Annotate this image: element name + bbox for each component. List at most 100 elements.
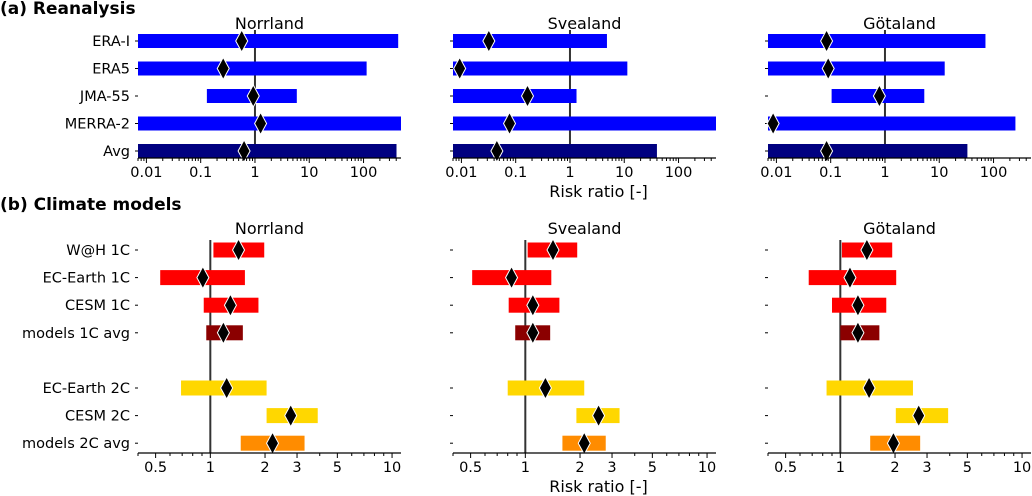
x-tick-label: 2 <box>575 460 584 476</box>
range-bar <box>138 34 399 48</box>
x-tick-label: 3 <box>607 460 616 476</box>
range-bar <box>453 61 628 76</box>
range-bar <box>768 61 945 76</box>
best-estimate-marker <box>820 28 834 54</box>
x-tick-label: 10 <box>383 460 401 476</box>
x-tick-label: 100 <box>350 165 378 181</box>
range-bar <box>138 144 397 158</box>
best-estimate-marker <box>490 138 504 164</box>
x-tick-label: 100 <box>665 165 693 181</box>
y-tick-label: EC-Earth 2C <box>43 381 130 397</box>
best-estimate-marker <box>843 265 857 290</box>
best-estimate-marker <box>220 375 234 401</box>
y-tick-label: CESM 1C <box>65 298 130 314</box>
y-tick-label: ERA5 <box>92 62 130 78</box>
y-tick-label: MERRA-2 <box>65 117 130 133</box>
x-tick-label: 1 <box>565 165 574 181</box>
best-estimate-marker <box>237 138 251 164</box>
best-estimate-marker <box>504 265 519 290</box>
range-bar <box>138 116 401 131</box>
panel-götaland: Götaland 0.01 0.1 1 10 100 <box>760 14 1031 181</box>
panel-svealand: Svealand 0.5 1 2 3 5 10 Risk ratio [-] <box>450 219 716 496</box>
panel-title: Götaland <box>863 14 936 33</box>
best-estimate-marker <box>526 320 540 345</box>
best-estimate-marker <box>235 28 249 54</box>
y-tick-label: JMA-55 <box>79 89 130 105</box>
panel-götaland: Götaland 0.5 1 2 3 5 10 <box>765 219 1031 476</box>
best-estimate-marker <box>851 293 865 318</box>
x-tick-label: 10 <box>1013 460 1031 476</box>
best-estimate-marker <box>196 265 210 290</box>
best-estimate-marker <box>886 431 901 456</box>
panel-norrland: Norrland W@H 1C EC-Earth 1C CESM 1C models 1… <box>22 219 401 476</box>
x-tick-label: 0.5 <box>459 460 482 476</box>
x-tick-label: 0.01 <box>130 165 162 181</box>
x-tick-label: 10 <box>615 165 633 181</box>
panel-title: Götaland <box>863 219 936 238</box>
x-axis-label: Risk ratio [-] <box>549 477 647 496</box>
x-tick-label: 2 <box>260 460 269 476</box>
x-tick-label: 10 <box>300 165 318 181</box>
y-tick-label: models 1C avg <box>22 326 130 342</box>
x-tick-label: 1 <box>206 460 215 476</box>
x-tick-label: 100 <box>980 165 1008 181</box>
best-estimate-marker <box>482 28 496 54</box>
best-estimate-marker <box>820 138 834 164</box>
y-tick-label: Avg <box>103 144 130 160</box>
y-tick-label: ERA-I <box>92 34 130 50</box>
y-tick-label: CESM 2C <box>65 409 130 425</box>
x-tick-label: 3 <box>292 460 301 476</box>
panel-title: Svealand <box>548 14 622 33</box>
x-tick-label: 0.5 <box>144 460 167 476</box>
y-tick-label: W@H 1C <box>66 243 130 259</box>
y-tick-label: models 2C avg <box>22 436 130 452</box>
best-estimate-marker <box>254 111 268 136</box>
best-estimate-marker <box>851 320 865 345</box>
x-tick-label: 0.1 <box>189 165 212 181</box>
x-tick-label: 5 <box>963 460 972 476</box>
panel-title: Norrland <box>235 14 304 33</box>
best-estimate-marker <box>577 431 591 456</box>
best-estimate-marker <box>216 56 230 81</box>
x-tick-label: 0.01 <box>760 165 792 181</box>
panel-svealand: Svealand 0.01 0.1 1 10 100 Risk ratio [-] <box>445 14 716 201</box>
x-tick-label: 1 <box>250 165 259 181</box>
x-tick-label: 10 <box>930 165 948 181</box>
y-tick-label: EC-Earth 1C <box>43 271 130 287</box>
best-estimate-marker <box>872 83 886 109</box>
best-estimate-marker <box>592 403 606 428</box>
best-estimate-marker <box>231 237 246 263</box>
x-tick-label: 0.5 <box>774 460 797 476</box>
x-axis-label: Risk ratio [-] <box>549 182 647 201</box>
x-tick-label: 0.1 <box>504 165 527 181</box>
x-tick-label: 1 <box>836 460 845 476</box>
x-tick-label: 0.01 <box>445 165 477 181</box>
x-tick-label: 3 <box>922 460 931 476</box>
best-estimate-marker <box>538 375 552 401</box>
best-estimate-marker <box>546 237 560 263</box>
best-estimate-marker <box>766 111 780 136</box>
range-bar <box>768 116 1016 131</box>
best-estimate-marker <box>821 56 835 81</box>
section-title: (a) Reanalysis <box>0 0 136 19</box>
x-tick-label: 1 <box>880 165 889 181</box>
range-bar <box>768 34 986 48</box>
range-bar <box>453 34 607 48</box>
range-bar <box>453 144 657 158</box>
best-estimate-marker <box>862 375 876 401</box>
range-bar <box>768 144 968 158</box>
best-estimate-marker <box>216 320 230 345</box>
range-bar <box>453 89 577 103</box>
best-estimate-marker <box>912 403 926 428</box>
best-estimate-marker <box>265 431 280 456</box>
x-tick-label: 5 <box>648 460 657 476</box>
best-estimate-marker <box>223 293 237 318</box>
best-estimate-marker <box>284 403 298 428</box>
best-estimate-marker <box>526 293 540 318</box>
panel-title: Norrland <box>235 219 304 238</box>
best-estimate-marker <box>502 111 517 136</box>
x-tick-label: 10 <box>698 460 716 476</box>
best-estimate-marker <box>520 83 535 109</box>
best-estimate-marker <box>246 83 260 109</box>
